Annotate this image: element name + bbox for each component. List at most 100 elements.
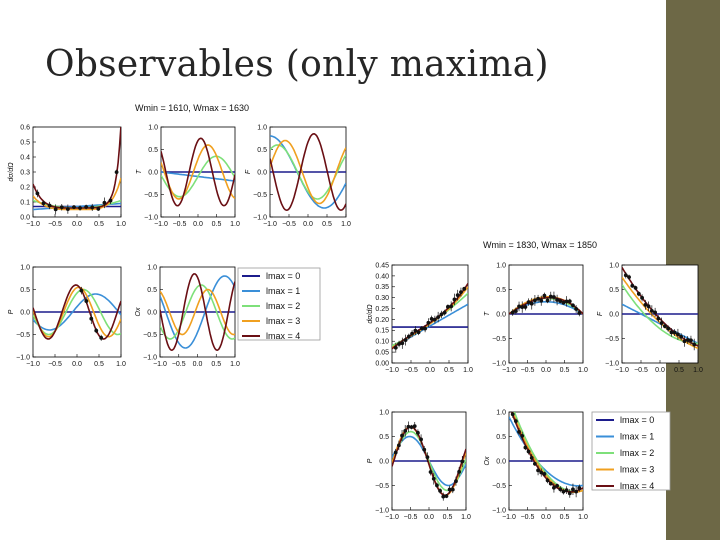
data-point [450, 487, 455, 492]
data-point [406, 424, 411, 429]
data-point [627, 275, 631, 280]
data-point [419, 326, 424, 331]
x-tick-label: −0.5 [404, 514, 418, 521]
x-tick-label: −0.5 [48, 221, 62, 228]
series-line-lmax-4 [161, 137, 235, 207]
y-tick-label: 0.25 [375, 306, 389, 313]
x-tick-label: −0.5 [48, 361, 62, 368]
y-tick-label: 0.40 [375, 273, 389, 280]
y-tick-label: 0.10 [375, 339, 389, 346]
y-axis-label: Ox [484, 456, 491, 465]
y-tick-label: 0.20 [375, 317, 389, 324]
y-tick-label: −0.5 [143, 332, 157, 339]
data-point [460, 459, 465, 464]
x-tick-label: 0.0 [425, 367, 435, 374]
y-tick-label: 0.2 [20, 184, 30, 191]
data-point [41, 201, 46, 206]
data-point [555, 483, 559, 488]
y-tick-label: 0.05 [375, 350, 389, 357]
data-point [653, 310, 658, 315]
data-point [429, 317, 434, 321]
series-line-lmax-3 [161, 144, 235, 200]
data-point [397, 342, 401, 346]
x-tick-label: 1.0 [463, 367, 473, 374]
legend-label-lmax-0: lmax = 0 [266, 271, 300, 281]
data-point [444, 494, 449, 498]
data-point [669, 330, 674, 335]
y-tick-label: 0.0 [257, 169, 267, 176]
panel-2-Ox: −1.0 −0.5 0.0 0.5 1.0 −1.0 −0.5 0.0 0.5 1.0 Ox [484, 409, 588, 521]
y-tick-label: 1.0 [496, 409, 506, 416]
data-point [536, 468, 540, 473]
data-point [403, 338, 408, 342]
data-point [649, 308, 654, 313]
y-tick-label: 1.0 [609, 262, 619, 269]
data-point [396, 443, 401, 448]
panel-1-dsig: 0.0 0.1 0.2 0.3 0.4 0.5 0.6 −1.0 −0.5 0.0 0.5 1.0 dσ… [8, 124, 126, 228]
data-point [545, 478, 550, 483]
y-tick-label: −0.5 [16, 332, 30, 339]
data-point [114, 170, 119, 175]
y-tick-label: 0.5 [379, 434, 389, 441]
x-tick-label: 0.0 [72, 361, 82, 368]
data-point [84, 205, 89, 209]
x-tick-label: −1.0 [26, 361, 40, 368]
data-point [529, 301, 534, 306]
x-tick-label: −0.5 [634, 367, 648, 374]
data-point [552, 295, 556, 299]
legend-label-lmax-3: lmax = 3 [266, 316, 300, 326]
data-point [692, 342, 697, 347]
x-tick-label: 0.0 [303, 221, 313, 228]
x-tick-label: 0.5 [94, 361, 104, 368]
x-tick-label: −1.0 [502, 514, 516, 521]
x-tick-label: 1.0 [578, 514, 588, 521]
y-tick-label: 0.00 [375, 360, 389, 367]
y-axis-label: P [8, 309, 15, 314]
data-point [523, 305, 528, 309]
y-axis-label: F [245, 169, 252, 174]
data-point [659, 321, 664, 325]
data-point [539, 298, 544, 303]
series-line-lmax-4 [33, 284, 121, 340]
data-point [35, 191, 40, 196]
x-tick-label: 1.0 [693, 367, 703, 374]
y-tick-label: 0.4 [20, 154, 30, 161]
data-point [676, 332, 680, 337]
y-tick-label: 0.5 [147, 287, 157, 294]
x-tick-label: −1.0 [263, 221, 277, 228]
slide-title: Observables (only maxima) [45, 44, 549, 85]
data-point [517, 304, 521, 309]
panel-2-dsig: 0.00 0.05 0.10 0.15 0.20 0.25 0.30 0.35 0.40 0.45… [367, 262, 473, 374]
panel-2-P: −1.0 −0.5 0.0 0.5 1.0 −1.0 −0.5 0.0 0.5 1.0 P [367, 409, 471, 521]
x-tick-label: 1.0 [341, 221, 351, 228]
data-point [571, 487, 575, 492]
data-point [84, 299, 89, 303]
data-point [459, 290, 463, 295]
series-line-lmax-2 [160, 284, 235, 340]
data-point [454, 479, 458, 484]
x-tick-label: 1.0 [116, 221, 126, 228]
data-point [513, 309, 518, 314]
data-point [574, 307, 579, 311]
x-tick-label: −1.0 [154, 221, 168, 228]
data-point [422, 447, 427, 452]
data-point [542, 472, 547, 476]
legend-box [591, 411, 671, 491]
data-point [640, 295, 644, 300]
data-point [452, 297, 457, 302]
x-tick-label: 0.5 [674, 367, 684, 374]
y-axis-label: dσ/dΩ [367, 304, 374, 324]
x-tick-label: −1.0 [502, 367, 516, 374]
data-point [623, 273, 628, 278]
data-point [89, 316, 94, 321]
series-line-lmax-3 [33, 177, 121, 211]
x-tick-label: −0.5 [521, 367, 535, 374]
y-axis-label: dσ/dΩ [8, 162, 15, 182]
data-point [630, 283, 635, 288]
legend-label-lmax-4: lmax = 4 [266, 331, 300, 341]
y-tick-label: 1.0 [379, 409, 389, 416]
data-point [536, 296, 540, 301]
legend-box [237, 267, 321, 341]
legend-label-lmax-1: lmax = 1 [620, 432, 654, 442]
